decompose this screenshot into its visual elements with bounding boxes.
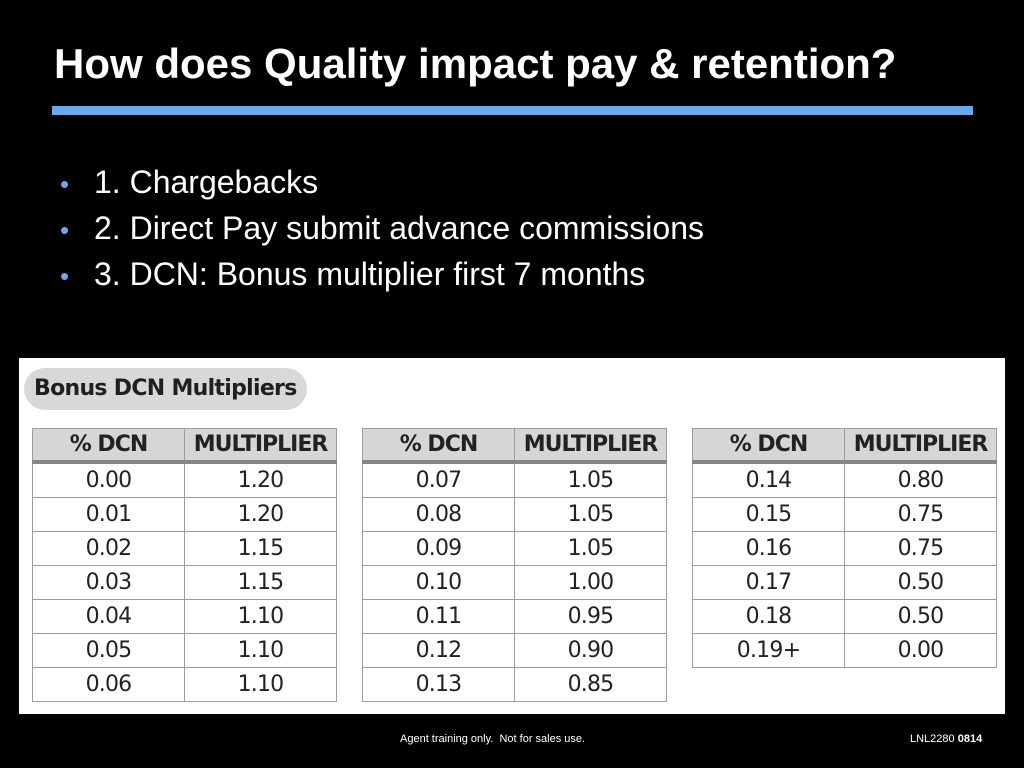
column-header-multiplier: MULTIPLIER (844, 428, 997, 464)
table-row: 0.12 0.90 (362, 633, 667, 668)
bullet-list: • 1. Chargebacks • 2. Direct Pay submit ad… (60, 160, 704, 298)
dcn-cell: 0.05 (32, 633, 185, 668)
table-header-row: % DCN MULTIPLIER (692, 428, 997, 464)
column-header-multiplier: MULTIPLIER (514, 428, 667, 464)
dcn-cell: 0.14 (692, 461, 845, 498)
table-row: 0.14 0.80 (692, 461, 997, 498)
dcn-cell: 0.15 (692, 497, 845, 532)
bullet-text: 2. Direct Pay submit advance commissions (94, 210, 704, 246)
multiplier-cell: 0.00 (844, 633, 997, 668)
footer-disclaimer: Agent training only. Not for sales use. (400, 733, 586, 745)
bonus-multiplier-panel: Bonus DCN Multipliers % DCN MULTIPLIER 0… (19, 358, 1005, 714)
bullet-item: • 3. DCN: Bonus multiplier first 7 months (60, 252, 704, 298)
multiplier-cell: 0.80 (844, 461, 997, 498)
table-row: 0.01 1.20 (32, 497, 337, 532)
bullet-text: 1. Chargebacks (94, 164, 319, 200)
dcn-cell: 0.19+ (692, 633, 845, 668)
multiplier-table-3: % DCN MULTIPLIER 0.14 0.80 0.15 0.75 0.16 0… (692, 428, 997, 668)
multiplier-cell: 1.20 (184, 497, 337, 532)
dcn-cell: 0.08 (362, 497, 515, 532)
multiplier-cell: 1.10 (184, 599, 337, 634)
multiplier-table-1: % DCN MULTIPLIER 0.00 1.20 0.01 1.20 0.02 1… (32, 428, 337, 702)
table-row: 0.09 1.05 (362, 531, 667, 566)
table-row: 0.06 1.10 (32, 667, 337, 702)
multiplier-cell: 1.15 (184, 531, 337, 566)
dcn-cell: 0.00 (32, 461, 185, 498)
dcn-cell: 0.16 (692, 531, 845, 566)
footer-document-code: LNL2280 0814 (910, 732, 982, 746)
column-header-dcn: % DCN (32, 428, 185, 464)
dcn-cell: 0.07 (362, 461, 515, 498)
table-row: 0.10 1.00 (362, 565, 667, 600)
multiplier-cell: 1.05 (514, 461, 667, 498)
dcn-cell: 0.03 (32, 565, 185, 600)
multiplier-cell: 1.20 (184, 461, 337, 498)
dcn-cell: 0.18 (692, 599, 845, 634)
panel-heading: Bonus DCN Multipliers (24, 368, 307, 410)
multiplier-cell: 0.95 (514, 599, 667, 634)
table-row: 0.04 1.10 (32, 599, 337, 634)
column-header-dcn: % DCN (362, 428, 515, 464)
dcn-cell: 0.10 (362, 565, 515, 600)
multiplier-cell: 0.50 (844, 599, 997, 634)
table-row: 0.07 1.05 (362, 461, 667, 498)
multiplier-cell: 0.90 (514, 633, 667, 668)
dcn-cell: 0.12 (362, 633, 515, 668)
table-row: 0.13 0.85 (362, 667, 667, 702)
table-header-row: % DCN MULTIPLIER (32, 428, 337, 464)
multiplier-cell: 0.50 (844, 565, 997, 600)
dcn-cell: 0.04 (32, 599, 185, 634)
table-row: 0.02 1.15 (32, 531, 337, 566)
multiplier-cell: 1.10 (184, 633, 337, 668)
bullet-text: 3. DCN: Bonus multiplier first 7 months (94, 256, 646, 292)
multiplier-table-2: % DCN MULTIPLIER 0.07 1.05 0.08 1.05 0.09 1… (362, 428, 667, 702)
table-row: 0.05 1.10 (32, 633, 337, 668)
footer-code-suffix: 0814 (957, 733, 983, 745)
bullet-item: • 2. Direct Pay submit advance commission… (60, 206, 704, 252)
table-row: 0.19+ 0.00 (692, 633, 997, 668)
multiplier-cell: 0.75 (844, 497, 997, 532)
bullet-icon: • (60, 261, 70, 291)
dcn-cell: 0.17 (692, 565, 845, 600)
table-row: 0.03 1.15 (32, 565, 337, 600)
multiplier-cell: 1.15 (184, 565, 337, 600)
bullet-item: • 1. Chargebacks (60, 160, 704, 206)
dcn-cell: 0.09 (362, 531, 515, 566)
multiplier-cell: 1.10 (184, 667, 337, 702)
multiplier-cell: 0.85 (514, 667, 667, 702)
dcn-cell: 0.01 (32, 497, 185, 532)
table-row: 0.08 1.05 (362, 497, 667, 532)
title-underline (52, 106, 973, 115)
column-header-multiplier: MULTIPLIER (184, 428, 337, 464)
bullet-icon: • (60, 169, 70, 199)
table-row: 0.17 0.50 (692, 565, 997, 600)
slide-title: How does Quality impact pay & retention? (54, 40, 897, 87)
column-header-dcn: % DCN (692, 428, 845, 464)
multiplier-cell: 0.75 (844, 531, 997, 566)
footer-code-prefix: LNL2280 (910, 733, 955, 745)
table-row: 0.15 0.75 (692, 497, 997, 532)
multiplier-cell: 1.00 (514, 565, 667, 600)
dcn-cell: 0.11 (362, 599, 515, 634)
table-row: 0.18 0.50 (692, 599, 997, 634)
bullet-icon: • (60, 215, 70, 245)
table-row: 0.16 0.75 (692, 531, 997, 566)
table-row: 0.11 0.95 (362, 599, 667, 634)
dcn-cell: 0.02 (32, 531, 185, 566)
table-row: 0.00 1.20 (32, 461, 337, 498)
multiplier-cell: 1.05 (514, 531, 667, 566)
table-header-row: % DCN MULTIPLIER (362, 428, 667, 464)
dcn-cell: 0.06 (32, 667, 185, 702)
dcn-cell: 0.13 (362, 667, 515, 702)
multiplier-cell: 1.05 (514, 497, 667, 532)
